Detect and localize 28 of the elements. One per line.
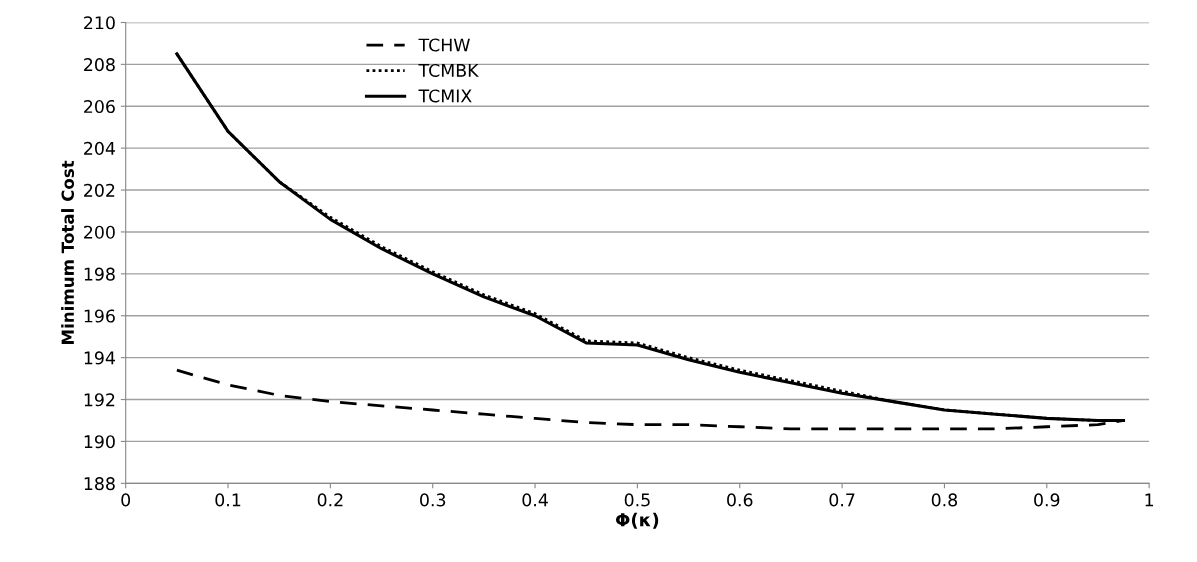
x-tick-label: 0 xyxy=(121,493,131,507)
y-tick-label: 202 xyxy=(84,183,115,197)
y-axis-title: Minimum Total Cost xyxy=(61,160,75,344)
y-tick-label: 196 xyxy=(84,309,115,323)
y-tick-label: 188 xyxy=(84,477,115,491)
x-tick-label: 0.3 xyxy=(420,493,446,507)
x-tick-label: 0.9 xyxy=(1034,493,1060,507)
legend-label: TCMIX xyxy=(418,89,472,103)
y-tick-label: 204 xyxy=(84,141,115,156)
y-tick-label: 198 xyxy=(84,267,115,281)
x-tick-label: 0.6 xyxy=(727,493,753,507)
y-tick-label: 190 xyxy=(84,435,115,449)
x-tick-label: 1 xyxy=(1145,493,1154,507)
y-tick-label: 206 xyxy=(84,99,115,114)
x-tick-label: 0.4 xyxy=(522,493,548,507)
y-tick-label: 210 xyxy=(84,16,115,30)
legend-label: TCMBK xyxy=(418,63,479,78)
y-tick-label: 208 xyxy=(84,58,115,72)
x-tick-label: 0.1 xyxy=(215,493,241,507)
y-tick-label: 200 xyxy=(84,225,115,239)
y-tick-label: 194 xyxy=(84,351,115,365)
x-axis-title: Φ(κ) xyxy=(615,512,659,529)
y-tick-label: 192 xyxy=(84,393,115,407)
x-tick-label: 0.5 xyxy=(624,493,650,507)
x-tick-label: 0.8 xyxy=(931,493,958,507)
legend-label: TCHW xyxy=(418,38,470,52)
x-tick-label: 0.2 xyxy=(317,493,343,507)
x-tick-label: 0.7 xyxy=(829,493,855,507)
